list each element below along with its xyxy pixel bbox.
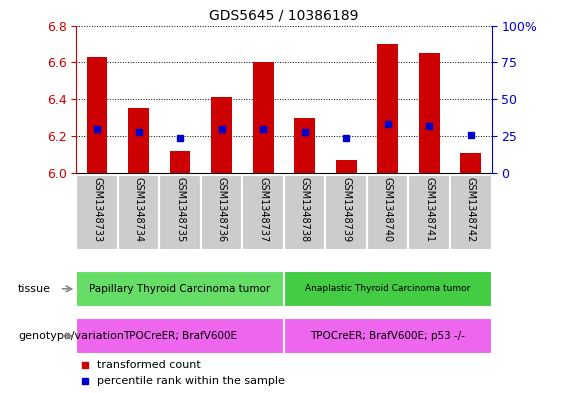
Text: TPOCreER; BrafV600E; p53 -/-: TPOCreER; BrafV600E; p53 -/- <box>310 331 465 341</box>
Text: Anaplastic Thyroid Carcinoma tumor: Anaplastic Thyroid Carcinoma tumor <box>305 285 471 293</box>
Bar <box>76 271 284 307</box>
Bar <box>201 175 242 250</box>
Bar <box>86 57 107 173</box>
Text: GSM1348740: GSM1348740 <box>383 177 393 242</box>
Bar <box>284 271 492 307</box>
Bar <box>419 53 440 173</box>
Text: GSM1348742: GSM1348742 <box>466 177 476 242</box>
Bar <box>284 318 492 354</box>
Title: GDS5645 / 10386189: GDS5645 / 10386189 <box>209 9 359 23</box>
Bar <box>170 151 190 173</box>
Text: genotype/variation: genotype/variation <box>18 331 124 341</box>
Text: GSM1348736: GSM1348736 <box>216 177 227 242</box>
Text: GSM1348741: GSM1348741 <box>424 177 434 242</box>
Bar <box>450 175 492 250</box>
Bar <box>325 175 367 250</box>
Bar <box>242 175 284 250</box>
Bar <box>408 175 450 250</box>
Bar <box>159 175 201 250</box>
Text: TPOCreER; BrafV600E: TPOCreER; BrafV600E <box>123 331 237 341</box>
Bar <box>460 152 481 173</box>
Text: tissue: tissue <box>18 284 51 294</box>
Bar <box>336 160 357 173</box>
Bar <box>253 62 273 173</box>
Bar <box>128 108 149 173</box>
Bar <box>211 97 232 173</box>
Text: GSM1348739: GSM1348739 <box>341 177 351 242</box>
Text: GSM1348734: GSM1348734 <box>133 177 144 242</box>
Text: GSM1348737: GSM1348737 <box>258 177 268 242</box>
Text: GSM1348733: GSM1348733 <box>92 177 102 242</box>
Bar <box>284 175 325 250</box>
Text: GSM1348738: GSM1348738 <box>299 177 310 242</box>
Bar <box>377 44 398 173</box>
Bar <box>76 175 118 250</box>
Text: percentile rank within the sample: percentile rank within the sample <box>97 376 285 386</box>
Text: GSM1348735: GSM1348735 <box>175 177 185 242</box>
Bar <box>367 175 408 250</box>
Text: transformed count: transformed count <box>97 360 201 371</box>
Bar <box>118 175 159 250</box>
Bar <box>76 318 284 354</box>
Bar <box>294 118 315 173</box>
Text: Papillary Thyroid Carcinoma tumor: Papillary Thyroid Carcinoma tumor <box>89 284 271 294</box>
